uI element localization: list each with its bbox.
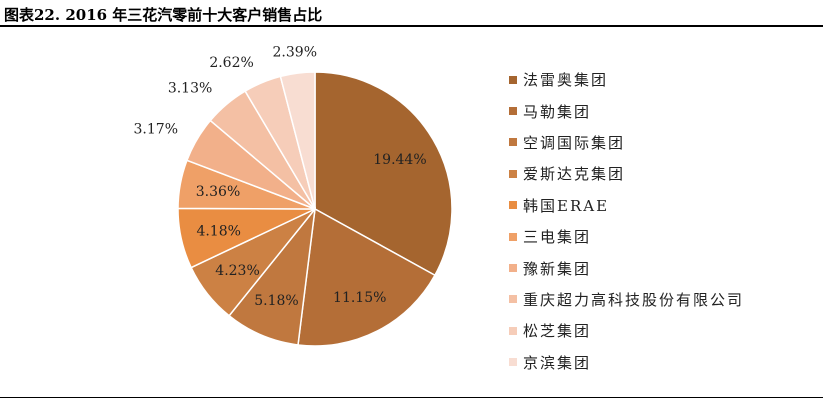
data-label: 3.36% (196, 184, 240, 200)
data-label: 19.44% (373, 152, 426, 168)
legend-label: 重庆超力高科技股份有限公司 (523, 290, 745, 309)
pie-slice (297, 207, 436, 347)
legend-swatch (509, 75, 517, 84)
legend-swatch (509, 201, 517, 210)
legend-swatch (509, 232, 517, 241)
pie-slice (279, 71, 316, 210)
legend-label: 空调国际集团 (523, 133, 626, 152)
data-label: 4.23% (215, 263, 259, 279)
pie-slice (314, 71, 453, 277)
legend-label: 三电集团 (523, 228, 592, 247)
title-rule (0, 25, 823, 27)
legend-item: 三电集团 (509, 221, 744, 252)
legend-swatch (509, 264, 517, 273)
legend-label: 豫新集团 (523, 259, 592, 278)
data-label: 2.39% (273, 44, 317, 60)
data-label: 3.13% (168, 81, 212, 97)
legend-swatch (509, 358, 517, 367)
legend-swatch (509, 169, 517, 178)
legend-swatch (509, 326, 517, 335)
data-label: 11.15% (333, 290, 386, 306)
legend-label: 爱斯达克集团 (523, 165, 626, 184)
legend-item: 豫新集团 (509, 252, 744, 283)
data-label: 2.62% (209, 55, 253, 71)
legend-swatch (509, 107, 517, 116)
legend-item: 松芝集团 (509, 315, 744, 346)
bottom-rule (0, 397, 823, 398)
legend-label: 京滨集团 (523, 353, 592, 372)
legend-swatch (509, 295, 517, 304)
legend-item: 空调国际集团 (509, 127, 744, 158)
legend: 法雷奥集团马勒集团空调国际集团 爱斯达克集团 韩国ERAE 三电集团豫新集团重庆超力高… (509, 64, 744, 378)
legend-label: 松芝集团 (523, 322, 592, 341)
legend-label: 马勒集团 (523, 102, 592, 121)
data-label: 3.17% (134, 121, 178, 137)
data-label: 5.18% (254, 293, 298, 309)
chart-title: 图表22. 2016 年三花汽零前十大客户销售占比 (4, 6, 323, 24)
legend-item: 京滨集团 (509, 347, 744, 378)
legend-swatch (509, 138, 517, 147)
legend-label: 法雷奥集团 (523, 71, 609, 90)
legend-item: 重庆超力高科技股份有限公司 (509, 284, 744, 315)
legend-label: 韩国ERAE (523, 196, 610, 215)
data-label: 4.18% (196, 223, 240, 239)
legend-item: 马勒集团 (509, 95, 744, 126)
legend-item: 韩国ERAE (509, 190, 744, 221)
legend-item: 爱斯达克集团 (509, 158, 744, 189)
legend-item: 法雷奥集团 (509, 64, 744, 95)
